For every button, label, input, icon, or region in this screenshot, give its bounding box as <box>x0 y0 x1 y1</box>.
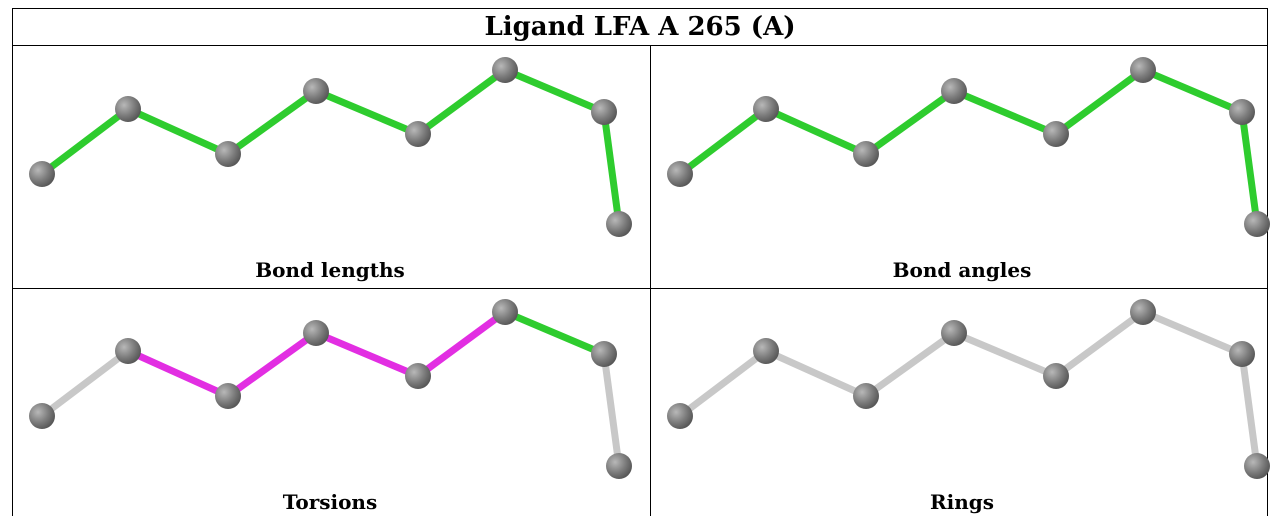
caption-torsions: Torsions <box>282 490 378 514</box>
atom-6 <box>492 299 518 325</box>
panel-rings <box>667 299 1270 479</box>
atom-7 <box>1229 341 1255 367</box>
bond-1 <box>676 105 770 178</box>
atom-2 <box>753 338 779 364</box>
atom-4 <box>941 78 967 104</box>
rule-title-bottom <box>12 45 1268 46</box>
rule-left <box>12 8 13 516</box>
panel-bond-lengths <box>29 57 632 237</box>
rule-center-vertical <box>650 45 651 516</box>
atom-3 <box>853 383 879 409</box>
atom-1 <box>29 161 55 187</box>
bond-7 <box>600 108 623 228</box>
bond-1 <box>676 347 770 420</box>
bond-1 <box>38 347 132 420</box>
caption-bond-lengths: Bond lengths <box>255 258 405 282</box>
atom-4 <box>303 78 329 104</box>
bond-3 <box>862 87 958 158</box>
atom-1 <box>29 403 55 429</box>
atom-1 <box>667 161 693 187</box>
panel-torsions <box>29 299 632 479</box>
bond-7 <box>1238 350 1261 470</box>
atom-3 <box>215 383 241 409</box>
atom-8 <box>606 211 632 237</box>
bond-2 <box>124 105 232 158</box>
atom-4 <box>303 320 329 346</box>
atom-1 <box>667 403 693 429</box>
caption-bond-angles: Bond angles <box>892 258 1032 282</box>
atom-5 <box>1043 121 1069 147</box>
atom-2 <box>115 338 141 364</box>
atom-8 <box>1244 453 1270 479</box>
atom-8 <box>606 453 632 479</box>
atom-6 <box>1130 57 1156 83</box>
atom-7 <box>1229 99 1255 125</box>
bond-4 <box>950 329 1060 380</box>
bond-2 <box>124 347 232 400</box>
atom-7 <box>591 99 617 125</box>
bond-1 <box>38 105 132 178</box>
atom-2 <box>115 96 141 122</box>
bond-5 <box>414 308 509 380</box>
bond-2 <box>762 105 870 158</box>
bond-5 <box>1052 308 1147 380</box>
atom-4 <box>941 320 967 346</box>
caption-rings: Rings <box>929 490 994 514</box>
bond-6 <box>1139 66 1246 116</box>
bond-6 <box>1139 308 1246 358</box>
bond-6 <box>501 66 608 116</box>
atom-5 <box>405 121 431 147</box>
bond-4 <box>312 87 422 138</box>
atom-5 <box>405 363 431 389</box>
bond-4 <box>950 87 1060 138</box>
panel-bond-angles <box>667 57 1270 237</box>
bond-3 <box>224 329 320 400</box>
rule-middle-horizontal <box>12 288 1268 289</box>
figure-title: Ligand LFA A 265 (A) <box>484 12 796 42</box>
bond-3 <box>224 87 320 158</box>
rule-right <box>1267 8 1268 516</box>
bond-3 <box>862 329 958 400</box>
atom-2 <box>753 96 779 122</box>
rule-top <box>12 8 1268 9</box>
atom-7 <box>591 341 617 367</box>
atom-8 <box>1244 211 1270 237</box>
bond-6 <box>501 308 608 358</box>
bond-7 <box>600 350 623 470</box>
atom-6 <box>492 57 518 83</box>
atom-3 <box>215 141 241 167</box>
atom-5 <box>1043 363 1069 389</box>
bond-5 <box>1052 66 1147 138</box>
bond-7 <box>1238 108 1261 228</box>
atom-6 <box>1130 299 1156 325</box>
bond-5 <box>414 66 509 138</box>
bond-2 <box>762 347 870 400</box>
bond-4 <box>312 329 422 380</box>
atom-3 <box>853 141 879 167</box>
